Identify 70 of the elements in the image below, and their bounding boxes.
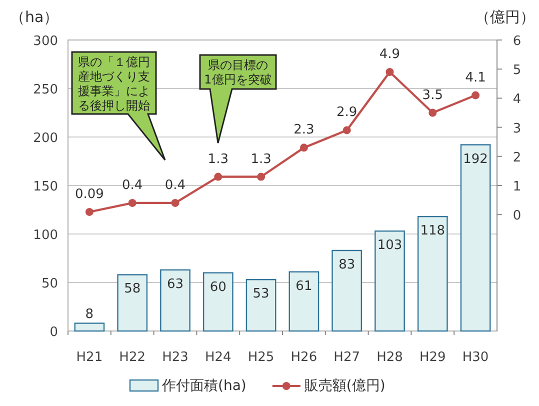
y-tick-label: 150: [33, 180, 58, 194]
data-label: 103: [377, 238, 402, 254]
x-tick-label: H28: [376, 350, 403, 365]
y-tick-label: 100: [33, 228, 58, 243]
y2-tick-label: 1: [512, 180, 522, 194]
y2-tick-label: 4: [512, 92, 522, 108]
y2-tick-label: 3: [512, 121, 522, 136]
x-tick-label: H21: [76, 350, 103, 365]
data-label: 2.9: [336, 105, 358, 120]
x-tick-label: H26: [290, 350, 318, 365]
bar: [246, 278, 276, 332]
point: [472, 91, 480, 100]
x-tick-label: H23: [162, 350, 188, 365]
bar: [202, 272, 234, 332]
point: [214, 172, 222, 181]
x-tick-label: H25: [248, 350, 274, 365]
data-label: 0.09: [74, 186, 104, 202]
annotation: 県の「１億円産地づくり支援事業」による後押し開始: [78, 55, 150, 112]
annotation: 県の目標の1億円を突破: [204, 58, 272, 86]
y-axis-title: （ha）: [10, 8, 59, 26]
y2-tick-label: 0: [512, 208, 522, 224]
x-tick-label: H24: [204, 350, 232, 365]
data-label: 1.3: [250, 152, 272, 167]
data-label: 61: [296, 278, 312, 294]
data-label: 53: [252, 286, 270, 302]
y-tick-label: 0: [50, 325, 58, 340]
point: [386, 68, 394, 76]
y2-axis-title: （億円）: [475, 8, 535, 26]
point: [428, 108, 437, 117]
point: [300, 144, 308, 152]
legend-label: 販売額(億円): [304, 378, 386, 394]
bar: [160, 269, 190, 332]
data-label: 4.9: [379, 47, 400, 62]
data-label: 118: [420, 224, 446, 239]
data-label: 192: [463, 152, 488, 167]
bar: [417, 216, 448, 332]
data-label: 8: [85, 307, 94, 322]
point: [128, 198, 136, 207]
point: [257, 172, 266, 181]
x-tick-label: H22: [119, 350, 146, 365]
data-label: 60: [210, 280, 226, 295]
y-tick-label: 300: [33, 34, 58, 49]
data-label: 3.5: [422, 88, 443, 103]
x-tick-label: H29: [419, 350, 446, 365]
data-label: 1.3: [208, 152, 228, 167]
y-tick-label: 250: [33, 82, 58, 98]
data-label: 63: [166, 276, 184, 292]
point: [342, 126, 351, 134]
data-label: 4.1: [465, 70, 486, 86]
data-label: 0.4: [122, 178, 143, 193]
legend-label: 作付面積(ha): [161, 378, 246, 394]
point: [171, 198, 180, 207]
bar: [460, 144, 491, 332]
y2-tick-label: 6: [512, 34, 522, 49]
x-tick-label: H27: [334, 350, 360, 365]
bar: [117, 274, 148, 332]
bar: [74, 322, 105, 332]
y2-tick-label: 2: [512, 150, 522, 166]
x-tick-label: H30: [462, 350, 489, 365]
bar: [332, 250, 362, 332]
data-label: 58: [124, 282, 141, 297]
bar: [288, 271, 320, 332]
point: [85, 208, 94, 216]
data-label: 2.3: [294, 122, 314, 138]
y-tick-label: 50: [41, 276, 58, 292]
bar: [374, 230, 405, 332]
data-label: 0.4: [164, 178, 186, 193]
y2-tick-label: 5: [512, 63, 522, 78]
data-label: 83: [338, 257, 356, 272]
y-tick-label: 200: [33, 131, 58, 146]
